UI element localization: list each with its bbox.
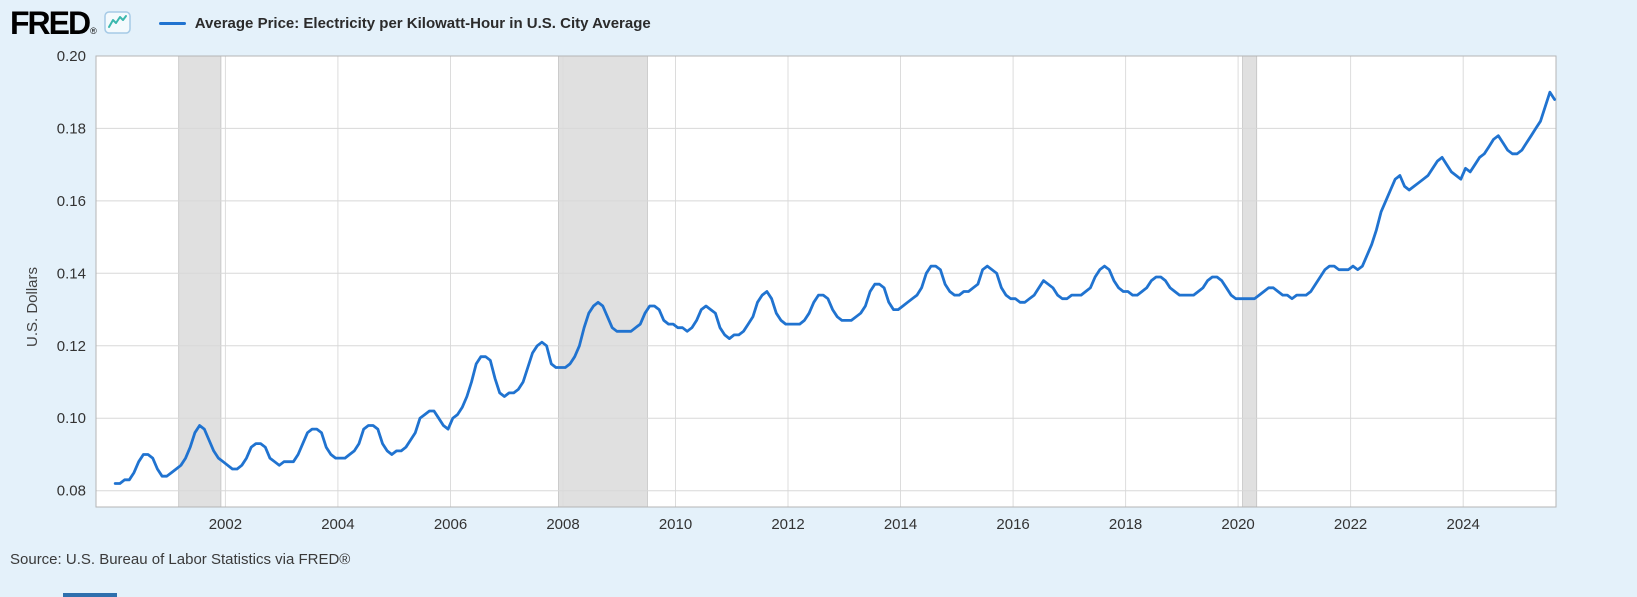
plot-border [95,55,1557,508]
y-tick-label: 0.08 [57,483,86,500]
y-tick-label: 0.20 [57,48,86,65]
chart-header: FRED ® Average Price: Electricity per Ki… [0,0,1637,46]
source-text: Source: U.S. Bureau of Labor Statistics … [10,551,351,568]
y-tick-label: 0.10 [57,410,86,427]
legend-line-swatch [158,21,186,25]
x-tick-label: 2020 [1221,516,1254,533]
recession-band [178,55,222,508]
y-tick-label: 0.18 [57,120,86,137]
y-tick-label: 0.12 [57,338,86,355]
fred-logo-text: FRED [10,5,91,41]
x-tick-label: 2016 [996,516,1029,533]
fred-logo-registered-mark: ® [90,26,97,36]
x-tick-label: 2022 [1334,516,1367,533]
recession-band [1242,55,1258,508]
cropped-ui-fragment [63,593,117,597]
y-tick-label: 0.16 [57,193,86,210]
fred-logo[interactable]: FRED ® [10,7,131,39]
plot-background [96,56,1556,507]
x-tick-label: 2004 [321,516,354,533]
legend-label: Average Price: Electricity per Kilowatt-… [194,14,651,32]
x-tick-label: 2014 [884,516,917,533]
x-tick-label: 2002 [209,516,242,533]
price-chart-svg[interactable]: 2002 2004 2006 2008 2010 2012 2014 2016 2018 2020… [0,46,1637,538]
x-tick-label: 2024 [1447,516,1480,533]
recession-band [558,55,648,508]
x-tick-label: 2012 [771,516,804,533]
x-tick-label: 2008 [546,516,579,533]
price-line[interactable] [113,90,1556,485]
chart-area: U.S. Dollars 2002 2004 2006 2008 2010 2012 201… [0,46,1637,538]
x-tick-label: 2006 [434,516,467,533]
x-tick-label: 2018 [1109,516,1142,533]
legend[interactable]: Average Price: Electricity per Kilowatt-… [158,14,651,32]
y-tick-label: 0.14 [57,265,86,282]
fred-logo-chart-icon [104,11,131,34]
x-tick-label: 2010 [659,516,692,533]
